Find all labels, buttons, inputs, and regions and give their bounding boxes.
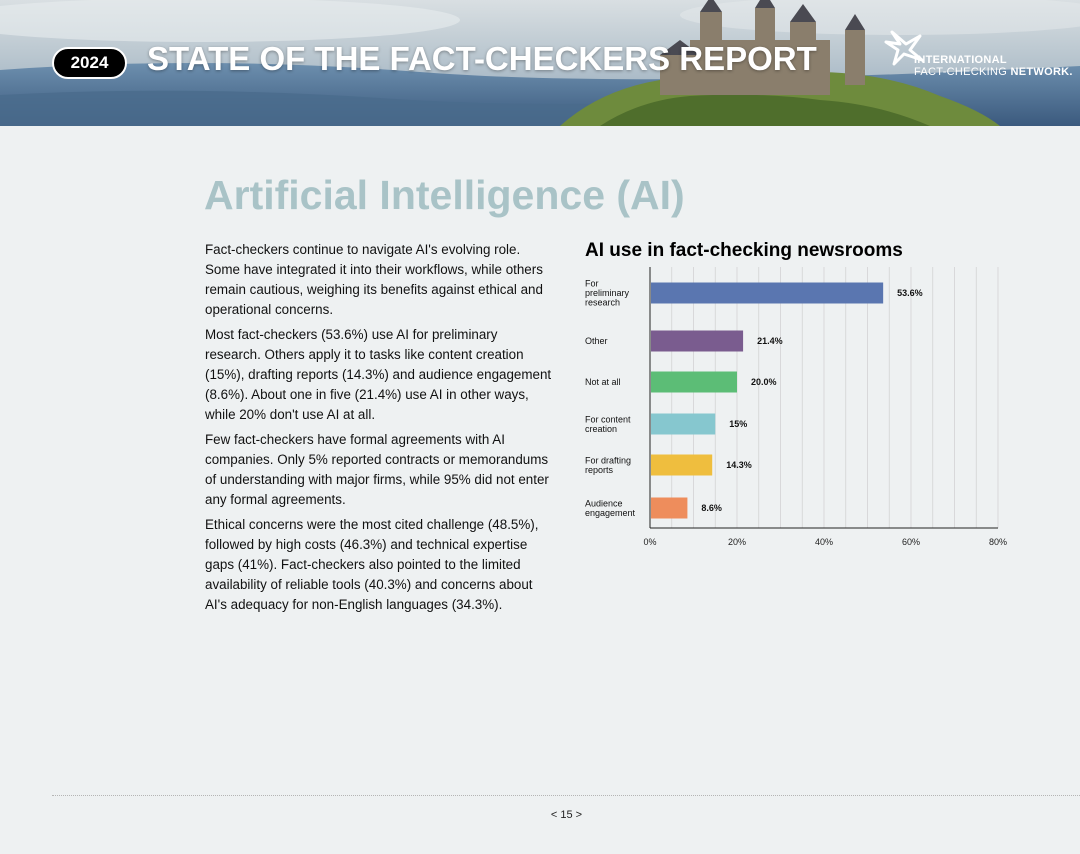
ifcn-star-icon xyxy=(884,30,924,66)
category-label: For preliminary research xyxy=(585,279,630,308)
section-title: Artificial Intelligence (AI) xyxy=(204,172,685,218)
bar xyxy=(651,282,884,304)
category-label: Audience engagement xyxy=(585,498,636,518)
chart-title: AI use in fact-checking newsrooms xyxy=(585,240,903,261)
castle-landscape-image xyxy=(0,0,1080,126)
bar xyxy=(651,413,716,435)
bar-value-label: 15% xyxy=(729,419,747,429)
paragraph: Fact-checkers continue to navigate AI's … xyxy=(205,242,543,317)
bar xyxy=(651,371,737,393)
bar xyxy=(651,497,688,519)
category-label: For content creation xyxy=(585,414,631,434)
category-label: For drafting reports xyxy=(585,455,631,475)
body-text: Fact-checkers continue to navigate AI's … xyxy=(205,240,555,620)
bar-value-label: 8.6% xyxy=(701,503,722,513)
category-label: Other xyxy=(585,336,608,346)
year-badge: 2024 xyxy=(52,47,127,79)
bar xyxy=(651,454,713,476)
x-tick-label: 80% xyxy=(989,537,1007,547)
logo-line-2: FACT-CHECKING NETWORK. xyxy=(914,66,1073,78)
logo-line-1: INTERNATIONAL xyxy=(914,54,1007,66)
bar-value-label: 21.4% xyxy=(757,336,783,346)
paragraph: Most fact-checkers (53.6%) use AI for pr… xyxy=(205,327,552,422)
bar-value-label: 20.0% xyxy=(751,377,777,387)
footer-divider xyxy=(52,795,1080,796)
category-label: Not at all xyxy=(585,377,621,387)
x-tick-label: 0% xyxy=(643,537,656,547)
report-title: STATE OF THE FACT-CHECKERS REPORT xyxy=(147,40,817,77)
bar-chart: 0% 20% 40% 60% 80% 53.6% For preliminary researc… xyxy=(585,267,1007,547)
bar-value-label: 14.3% xyxy=(726,460,752,470)
paragraph: Few fact-checkers have formal agreements… xyxy=(205,432,549,507)
x-tick-label: 20% xyxy=(728,537,746,547)
bar-value-label: 53.6% xyxy=(897,288,923,298)
paragraph: Ethical concerns were the most cited cha… xyxy=(205,517,539,612)
header-banner: 2024 STATE OF THE FACT-CHECKERS REPORT I… xyxy=(0,0,1080,126)
page-number: < 15 > xyxy=(550,809,583,821)
x-tick-label: 40% xyxy=(815,537,833,547)
x-tick-label: 60% xyxy=(902,537,920,547)
ifcn-logo: INTERNATIONAL FACT-CHECKING NETWORK. xyxy=(884,26,1078,82)
bar xyxy=(651,330,744,352)
